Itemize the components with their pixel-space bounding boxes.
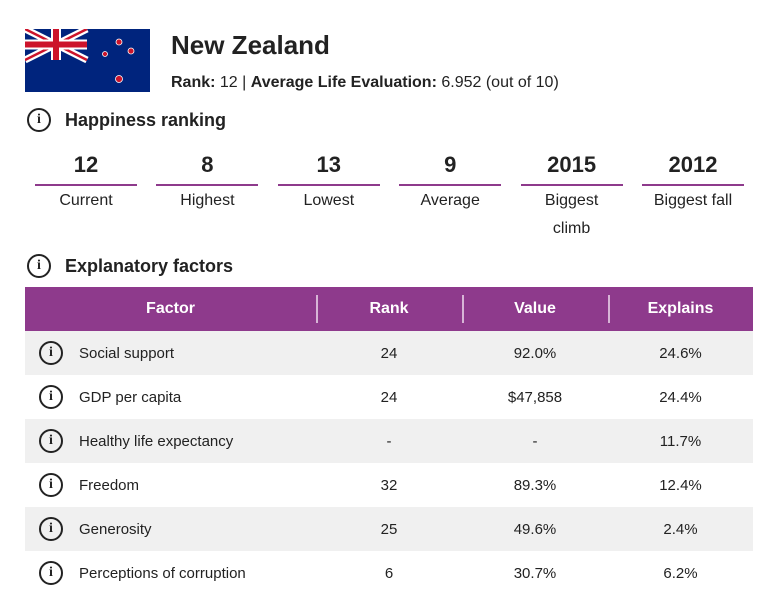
info-icon[interactable]: i bbox=[39, 429, 63, 453]
table-cell: i Social support bbox=[25, 331, 316, 375]
flag bbox=[25, 29, 150, 92]
table-row: i GDP per capita 24 $47,858 24.4% bbox=[25, 375, 753, 419]
table-cell: 6 bbox=[384, 564, 394, 582]
factor-name: Freedom bbox=[79, 476, 140, 494]
rank: 12 bbox=[219, 74, 238, 91]
column-header: Rank bbox=[316, 287, 462, 331]
table-cell: 24.4% bbox=[659, 388, 702, 406]
stat-label: Lowest bbox=[303, 192, 355, 209]
column-header: Value bbox=[462, 287, 608, 331]
rank-label: Rank: bbox=[171, 74, 216, 91]
stat: 12 Current bbox=[35, 152, 137, 215]
info-icon[interactable]: i bbox=[39, 561, 63, 585]
table-cell: 24 bbox=[380, 388, 398, 406]
table-cell: 30.7% bbox=[513, 564, 557, 582]
evaluation-label: Average Life Evaluation: bbox=[250, 74, 437, 91]
stat-value: 2012 bbox=[642, 152, 744, 186]
table-cell: i Generosity bbox=[25, 507, 316, 551]
evaluation: 6.952 bbox=[441, 74, 482, 91]
table-cell: 24.6% bbox=[659, 344, 702, 362]
factor-name: GDP per capita bbox=[79, 388, 182, 406]
factors-heading: Explanatory factors bbox=[65, 256, 234, 276]
factor-name: Social support bbox=[79, 344, 175, 362]
info-icon[interactable]: i bbox=[39, 473, 63, 497]
table-cell: $47,858 bbox=[507, 388, 563, 406]
table-row: i Social support 24 92.0% 24.6% bbox=[25, 331, 753, 375]
stat: 2012 Biggest fall bbox=[642, 152, 744, 215]
table-row: i Perceptions of corruption 6 30.7% 6.2% bbox=[25, 551, 753, 595]
country-title: New Zealand bbox=[171, 30, 330, 60]
table-body: i Social support 24 92.0% 24.6% i GDP per capi… bbox=[25, 331, 753, 595]
separator: | bbox=[242, 74, 247, 91]
stat-value: 2015 bbox=[520, 152, 623, 186]
column-header: Explains bbox=[608, 287, 753, 331]
table-row: i Healthy life expectancy - - 11.7% bbox=[25, 419, 753, 463]
stat-label: Biggest fall bbox=[653, 192, 733, 209]
stat-value: 8 bbox=[156, 152, 259, 186]
info-icon[interactable]: i bbox=[39, 385, 63, 409]
table-cell: 12.4% bbox=[659, 476, 702, 494]
table-row: i Generosity 25 49.6% 2.4% bbox=[25, 507, 753, 551]
stat: 13 Lowest bbox=[277, 152, 380, 215]
factor-name: Healthy life expectancy bbox=[79, 432, 234, 450]
stat-label: Highest bbox=[180, 192, 235, 209]
table-cell: 6.2% bbox=[663, 564, 698, 582]
table-cell: 89.3% bbox=[513, 476, 557, 494]
table-cell: - bbox=[386, 432, 392, 450]
info-icon[interactable]: i bbox=[27, 254, 51, 278]
factors-table: Factor Rank Value Explains i Social support 2… bbox=[25, 287, 753, 595]
stat-value: 12 bbox=[35, 152, 137, 186]
table-cell: 11.7% bbox=[659, 432, 702, 450]
factor-name: Perceptions of corruption bbox=[79, 564, 246, 582]
evaluation-note: (out of 10) bbox=[485, 74, 559, 91]
stat-value: 13 bbox=[277, 152, 380, 186]
column-header: Factor bbox=[146, 300, 195, 317]
stat: 8 Highest bbox=[156, 152, 259, 215]
table-cell: 32 bbox=[380, 476, 398, 494]
table-cell: 24 bbox=[380, 344, 398, 362]
factor-name: Generosity bbox=[79, 520, 152, 538]
summary: Rank: 12 | Average Life Evaluation: 6.95… bbox=[171, 74, 559, 92]
info-icon[interactable]: i bbox=[27, 108, 51, 132]
table-cell: i Perceptions of corruption bbox=[25, 551, 316, 595]
stat-label: Current bbox=[59, 192, 113, 209]
table-row: i Freedom 32 89.3% 12.4% bbox=[25, 463, 753, 507]
stat-value: 9 bbox=[399, 152, 502, 186]
table-cell: i Healthy life expectancy bbox=[25, 419, 316, 463]
ranking-heading: Happiness ranking bbox=[65, 110, 227, 130]
table-cell: - bbox=[532, 432, 538, 450]
stat-label: Biggest climb bbox=[544, 192, 599, 237]
table-cell: i GDP per capita bbox=[25, 375, 316, 419]
table-cell: 25 bbox=[380, 520, 398, 538]
table-cell: 92.0% bbox=[513, 344, 557, 362]
info-icon[interactable]: i bbox=[39, 517, 63, 541]
stat: 2015 Biggest climb bbox=[520, 152, 623, 243]
table-cell: 2.4% bbox=[663, 520, 698, 538]
stat-label: Average bbox=[420, 192, 480, 209]
info-icon[interactable]: i bbox=[39, 341, 63, 365]
table-cell: i Freedom bbox=[25, 463, 316, 507]
stat: 9 Average bbox=[399, 152, 502, 215]
table-header: Factor Rank Value Explains bbox=[25, 287, 753, 331]
table-cell: 49.6% bbox=[513, 520, 557, 538]
